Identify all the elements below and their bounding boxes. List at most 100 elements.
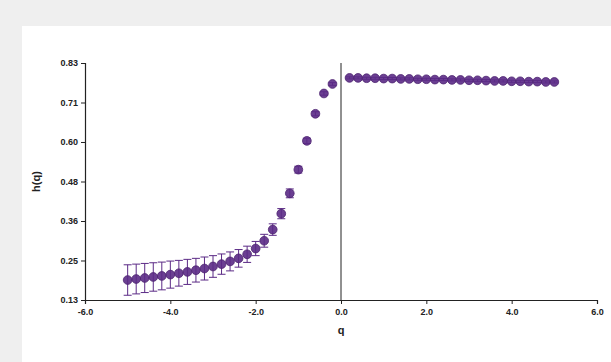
error-bar [183,259,191,284]
error-bar-cap [149,262,157,263]
x-tick-label: -6.0 [78,307,94,317]
y-tick-label: 0.36 [60,216,78,226]
x-axis-title: q [338,324,345,336]
y-tick-mark [81,182,85,183]
x-tick-mark [256,300,257,304]
error-bar-cap [200,280,208,281]
error-bar-cap [192,258,200,259]
error-bar [286,189,294,198]
panel-background [22,26,611,362]
y-tick: 0.48 [60,177,85,187]
point [448,76,457,85]
point [371,74,380,83]
point [192,266,201,275]
point [285,189,294,198]
error-bar-cap [235,249,243,250]
x-tick-mark [170,300,171,304]
x-tick-label: 4.0 [506,307,519,317]
point [243,250,252,259]
error-bar [226,252,234,271]
error-bar-cap [252,255,260,256]
error-bar-cap [175,260,183,261]
x-tick-label: -4.0 [163,307,179,317]
error-bar-cap [243,262,251,263]
error-bar-cap [269,223,277,224]
error-bar [192,258,200,282]
y-tick-label: 0.13 [60,295,78,305]
y-axis: 0.130.250.360.480.600.710.83 [60,58,85,305]
point [473,76,482,85]
error-bar-cap [141,263,149,264]
y-tick-mark [81,300,85,301]
point [354,74,363,83]
x-tick-mark [341,300,342,304]
error-bar [141,263,149,292]
point [132,275,141,284]
point [157,272,166,281]
error-bar [209,256,217,278]
point [226,257,235,266]
point [123,276,132,285]
point [541,78,550,87]
y-tick-mark [81,63,85,64]
error-bar-cap [175,286,183,287]
error-bar [243,246,251,262]
x-tick: -2.0 [248,300,264,317]
error-bar [260,234,268,247]
error-bar-cap [226,251,234,252]
y-tick-label: 0.48 [60,177,78,187]
y-tick: 0.13 [60,295,85,305]
error-bar-cap [260,247,268,248]
point [260,236,269,245]
point [294,165,303,174]
point [482,76,491,85]
error-bar-cap [209,255,217,256]
x-tick-mark [597,300,598,304]
error-bar [277,209,285,219]
y-tick-label: 0.71 [60,98,78,108]
error-bar-cap [124,295,132,296]
x-tick-mark [426,300,427,304]
error-bar-cap [158,289,166,290]
point [499,77,508,86]
error-bar-cap [243,246,251,247]
x-tick: 4.0 [506,300,519,317]
error-bar [132,264,140,294]
error-bar-cap [269,235,277,236]
y-axis-line [81,64,86,301]
error-bar-cap [218,274,226,275]
error-bar-cap [158,262,166,263]
error-bar-cap [124,264,132,265]
point [422,75,431,84]
y-tick-label: 0.83 [60,58,78,68]
y-tick-mark [81,221,85,222]
x-tick: 6.0 [591,300,604,317]
x-tick-label: 6.0 [591,307,604,317]
point [456,76,465,85]
point [209,262,218,271]
error-bar-cap [200,257,208,258]
point [217,260,226,269]
error-bar [252,241,260,255]
point [302,137,311,146]
error-bar-cap [226,270,234,271]
error-bar-cap [149,291,157,292]
point [362,74,371,83]
error-bar-cap [192,282,200,283]
y-tick-mark [81,260,85,261]
x-tick: -6.0 [78,300,94,317]
x-tick-mark [512,300,513,304]
x-tick: 0.0 [335,300,348,317]
error-bar-cap [183,259,191,260]
point [439,75,448,84]
error-bar [166,261,174,288]
data-marks [123,74,558,296]
point [550,78,559,87]
error-bar-cap [252,241,260,242]
point [379,74,388,83]
point [200,264,209,273]
y-tick-label: 0.25 [60,256,78,266]
y-tick-mark [81,142,85,143]
point [277,209,286,218]
point [166,270,175,279]
